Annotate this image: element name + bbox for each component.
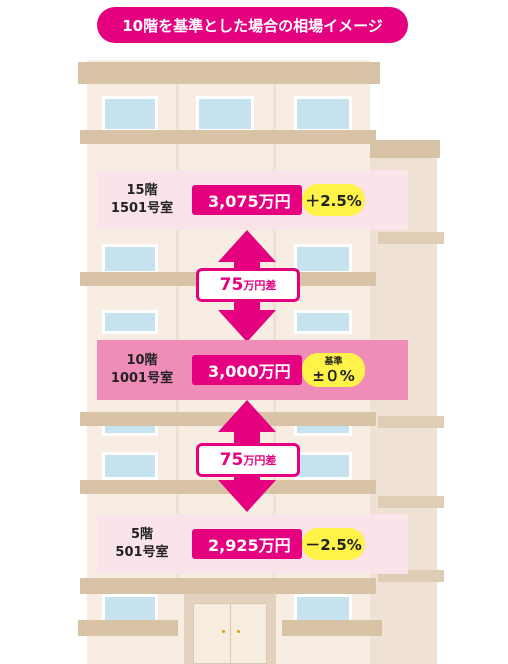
difference-label: 75 万円差: [196, 268, 300, 302]
balcony-ledge: [80, 130, 376, 144]
difference-value: 75: [219, 450, 244, 470]
difference-unit: 万円差: [243, 454, 277, 467]
window: [294, 244, 352, 274]
badge-value: ±０%: [312, 366, 355, 385]
balcony-ledge: [80, 412, 376, 426]
floor-band-15: 15階 1501号室 3,075万円 ＋2.5%: [97, 170, 408, 230]
room-number: 1501号室: [110, 201, 174, 216]
room-number: 501号室: [115, 545, 169, 560]
window: [294, 310, 352, 334]
balcony-ledge: [282, 620, 382, 636]
floor-label: 5階 501号室: [97, 526, 187, 562]
roof-parapet: [78, 62, 380, 84]
window: [294, 594, 352, 624]
difference-unit: 万円差: [243, 279, 277, 292]
floor-number: 5階: [130, 527, 154, 542]
room-number: 1001号室: [110, 371, 174, 386]
price-tag: 2,925万円: [192, 529, 302, 559]
window: [102, 452, 158, 480]
window: [102, 96, 158, 132]
floor-number: 10階: [126, 353, 158, 368]
entrance-door: [193, 603, 267, 664]
window: [294, 452, 352, 480]
side-wing-cap: [370, 140, 440, 158]
floor-number: 15階: [126, 183, 158, 198]
balcony-ledge: [80, 578, 376, 594]
window: [196, 96, 254, 132]
price-tag: 3,075万円: [192, 185, 302, 215]
price-tag: 3,000万円: [192, 355, 302, 385]
page-title: 10階を基準とした場合の相場イメージ: [97, 7, 408, 43]
change-badge: ＋2.5%: [302, 184, 365, 216]
side-ledge: [378, 416, 444, 428]
badge-caption: 基準: [324, 356, 343, 367]
floor-band-10: 10階 1001号室 3,000万円 基準 ±０%: [97, 340, 408, 400]
difference-label: 75 万円差: [196, 443, 300, 477]
balcony-ledge: [78, 620, 178, 636]
floor-label: 10階 1001号室: [97, 352, 187, 388]
difference-value: 75: [219, 275, 244, 295]
building-pillar: [273, 84, 276, 594]
window: [102, 244, 158, 274]
window: [294, 96, 352, 132]
change-badge: －2.5%: [302, 528, 365, 560]
window: [102, 310, 158, 334]
building-pillar: [176, 84, 179, 594]
floor-band-5: 5階 501号室 2,925万円 －2.5%: [97, 514, 408, 574]
side-ledge: [378, 496, 444, 508]
side-ledge: [378, 232, 444, 244]
change-badge: 基準 ±０%: [302, 353, 365, 387]
floor-label: 15階 1501号室: [97, 182, 187, 218]
